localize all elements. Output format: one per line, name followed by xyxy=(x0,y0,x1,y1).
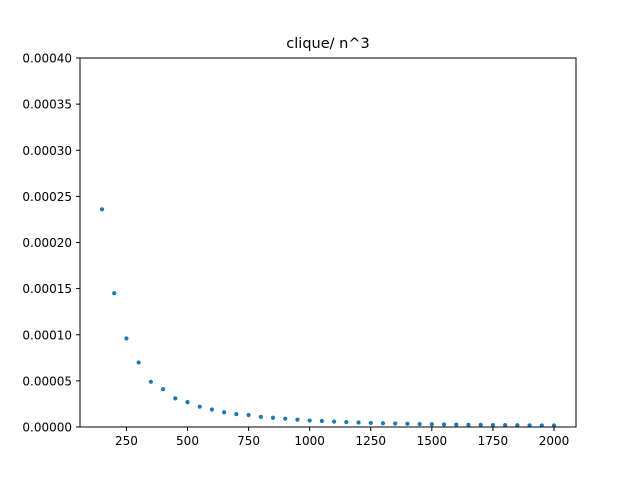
y-axis: 0.00000 0.00005 0.00010 0.00015 0.00020 0.000… xyxy=(22,52,80,435)
y-tick-label: 0.00020 xyxy=(22,236,72,250)
x-tick-label: 250 xyxy=(115,434,138,448)
data-point xyxy=(112,291,117,296)
data-point xyxy=(344,420,349,425)
data-point xyxy=(160,387,166,392)
data-point xyxy=(527,423,532,428)
plot-frame xyxy=(79,57,577,428)
y-tick-label: 0.00005 xyxy=(22,374,72,388)
data-point xyxy=(295,417,300,422)
data-point xyxy=(441,422,447,427)
data-point xyxy=(503,423,508,428)
data-point xyxy=(124,336,129,341)
y-tick-label: 0.00010 xyxy=(22,328,72,342)
x-tick-label: 1750 xyxy=(478,434,509,448)
data-point xyxy=(356,420,361,425)
data-point xyxy=(234,411,239,417)
data-point xyxy=(148,379,153,384)
data-point xyxy=(258,414,263,419)
y-tick-label: 0.00000 xyxy=(22,421,72,435)
y-tick-label: 0.00035 xyxy=(22,98,72,112)
x-tick-label: 500 xyxy=(176,434,199,448)
y-tick-label: 0.00025 xyxy=(22,190,72,204)
data-point xyxy=(185,399,190,405)
data-point xyxy=(368,420,373,426)
y-tick-label: 0.00015 xyxy=(22,282,72,296)
points-layer xyxy=(99,207,557,428)
x-tick-label: 1000 xyxy=(294,434,325,448)
data-point xyxy=(270,415,276,420)
data-point xyxy=(539,423,544,428)
data-point xyxy=(405,421,410,426)
y-tick-label: 0.00030 xyxy=(22,144,72,158)
data-point xyxy=(136,360,141,365)
data-point xyxy=(466,422,471,427)
data-point xyxy=(393,421,398,426)
data-point xyxy=(99,207,105,212)
y-tick-label: 0.00040 xyxy=(22,52,72,66)
x-tick-label: 1250 xyxy=(355,434,386,448)
x-axis: 250 500 750 1000 1250 1500 1750 2000 xyxy=(115,427,569,448)
x-tick-label: 1500 xyxy=(417,434,448,448)
data-point xyxy=(283,416,288,421)
x-tick-label: 750 xyxy=(237,434,260,448)
data-point xyxy=(222,410,227,415)
data-point xyxy=(429,422,434,427)
data-point xyxy=(173,396,178,401)
x-tick-label: 2000 xyxy=(539,434,570,448)
data-point xyxy=(515,423,520,428)
data-point xyxy=(246,412,251,418)
chart-title: clique/ n^3 xyxy=(286,36,369,52)
data-point xyxy=(197,404,202,409)
data-point xyxy=(478,422,483,427)
data-point xyxy=(454,422,459,427)
data-point xyxy=(209,407,215,412)
data-point xyxy=(417,421,422,427)
data-point xyxy=(490,422,496,428)
data-point xyxy=(380,421,386,426)
data-point xyxy=(319,418,324,424)
data-point xyxy=(307,418,312,423)
data-point xyxy=(332,419,337,424)
